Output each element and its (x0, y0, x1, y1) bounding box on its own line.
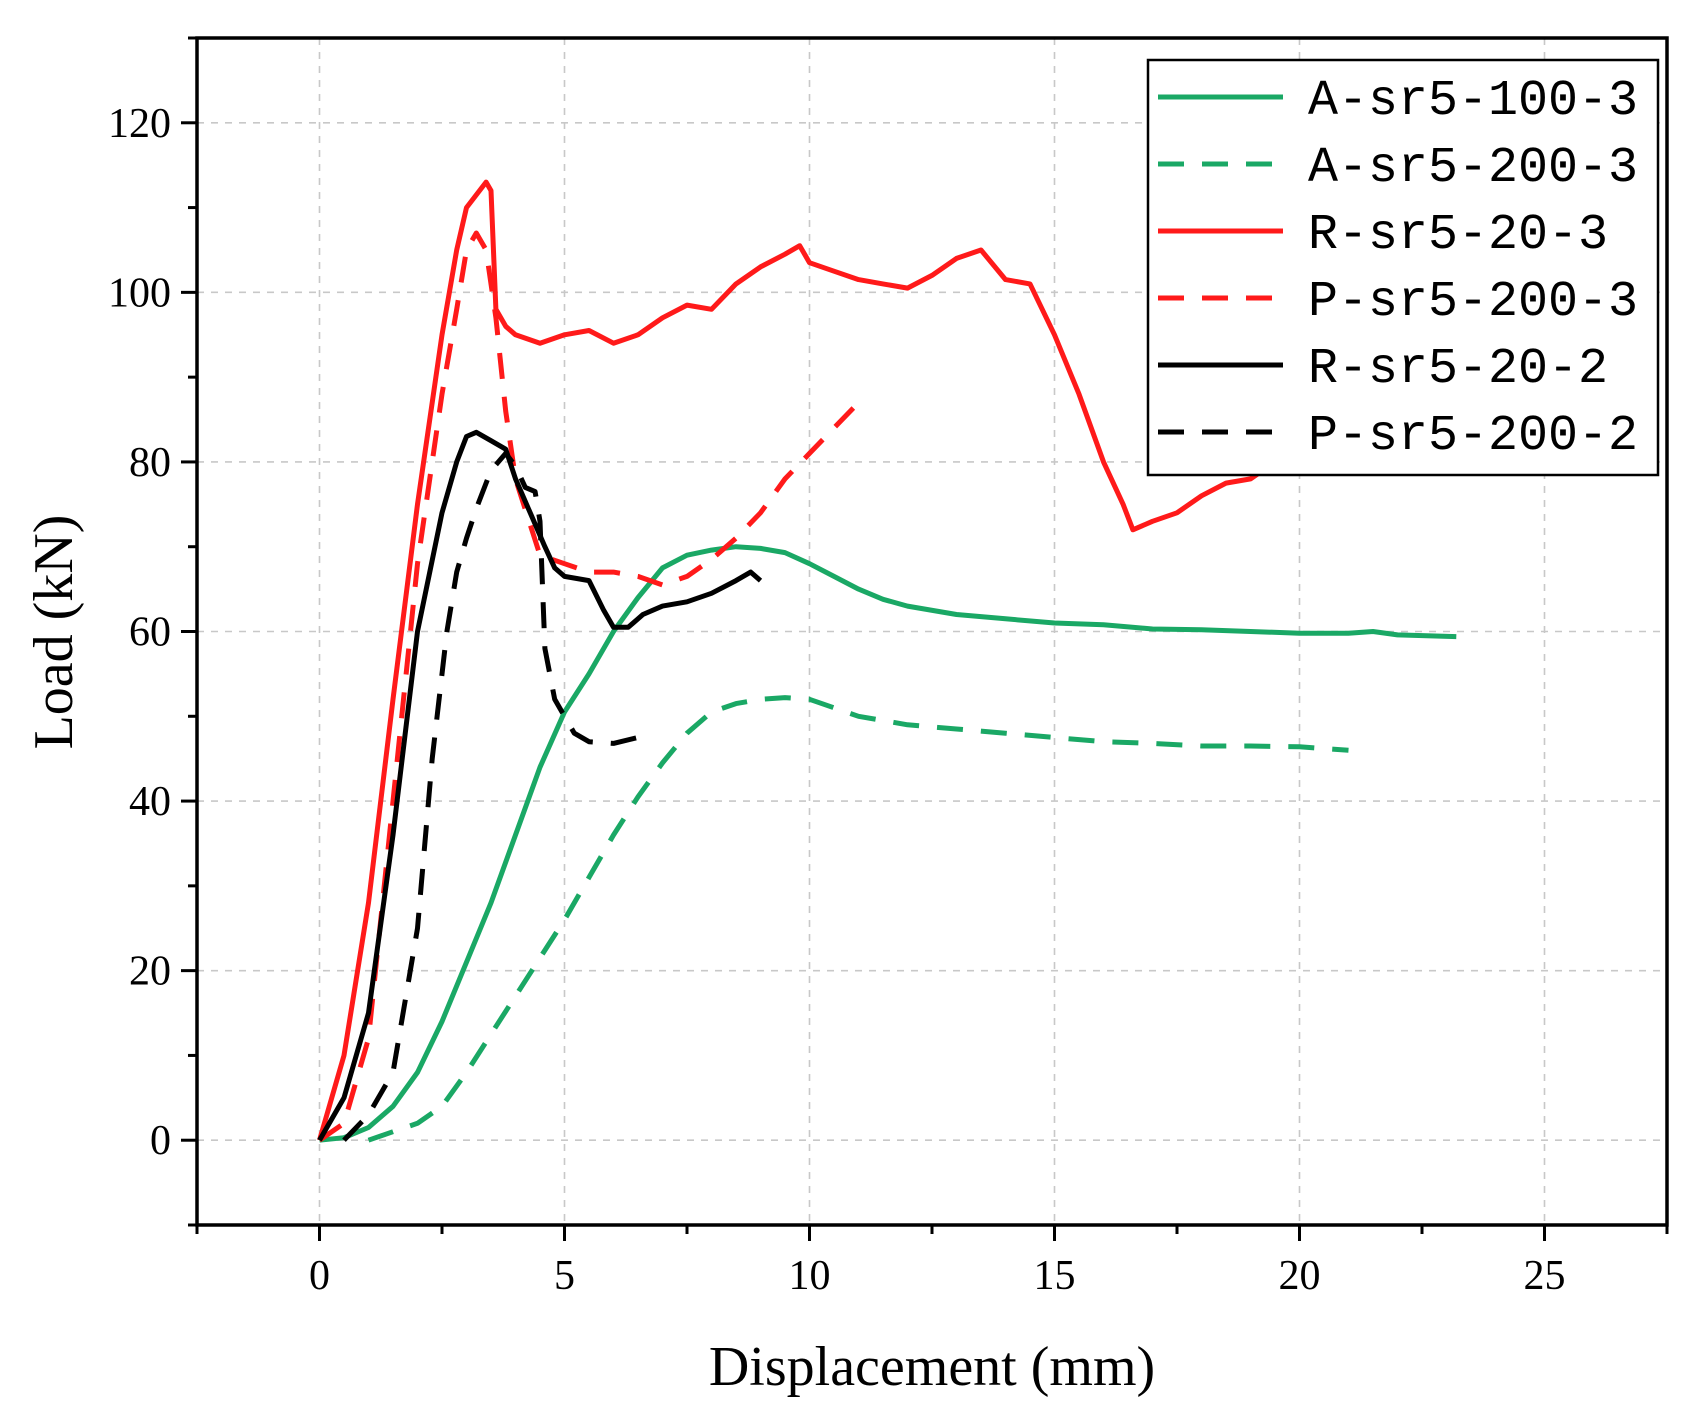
y-tick-label: 0 (150, 1118, 171, 1164)
x-tick-label: 20 (1279, 1253, 1321, 1299)
y-tick-label: 60 (129, 610, 171, 656)
legend-label-a-sr5-200-3: A-sr5-200-3 (1308, 140, 1638, 197)
series-line-r-sr5-20-2 (317, 429, 763, 1142)
series-lines (317, 179, 1457, 1143)
series-line-p-sr5-200-3 (318, 230, 861, 1143)
x-axis-title: Displacement (mm) (709, 1336, 1155, 1398)
series-line-a-sr5-100-3 (319, 544, 1457, 1143)
legend-label-a-sr5-100-3: A-sr5-100-3 (1308, 73, 1638, 130)
series-line-r-sr5-20-3 (317, 179, 1277, 1141)
x-tick-label: 15 (1034, 1253, 1076, 1299)
legend-label-r-sr5-20-2: R-sr5-20-2 (1308, 341, 1608, 398)
legend: A-sr5-100-3 A-sr5-200-3 R-sr5-20-3 P-sr5-20… (1146, 58, 1660, 477)
x-tick-label: 0 (309, 1253, 330, 1299)
x-tick-label: 10 (789, 1253, 831, 1299)
legend-label-p-sr5-200-3: P-sr5-200-3 (1308, 274, 1638, 331)
y-tick-label: 100 (108, 270, 171, 316)
y-tick-label: 20 (129, 949, 171, 995)
legend-box (1146, 58, 1660, 477)
y-axis-title: Load (kN) (23, 515, 85, 750)
y-tick-label: 120 (108, 101, 171, 147)
y-tick-label: 80 (129, 440, 171, 486)
x-tick-label: 5 (554, 1253, 575, 1299)
axis-ticks: 0 5 10 15 20 25 0 20 40 60 80 100 120 (108, 36, 1669, 1299)
x-tick-label: 25 (1524, 1253, 1566, 1299)
y-tick-label: 40 (129, 779, 171, 825)
legend-label-r-sr5-20-3: R-sr5-20-3 (1308, 207, 1608, 264)
series-line-p-sr5-200-2 (342, 450, 639, 1142)
legend-label-p-sr5-200-2: P-sr5-200-2 (1308, 408, 1638, 465)
series-line-a-sr5-200-3 (367, 695, 1349, 1143)
